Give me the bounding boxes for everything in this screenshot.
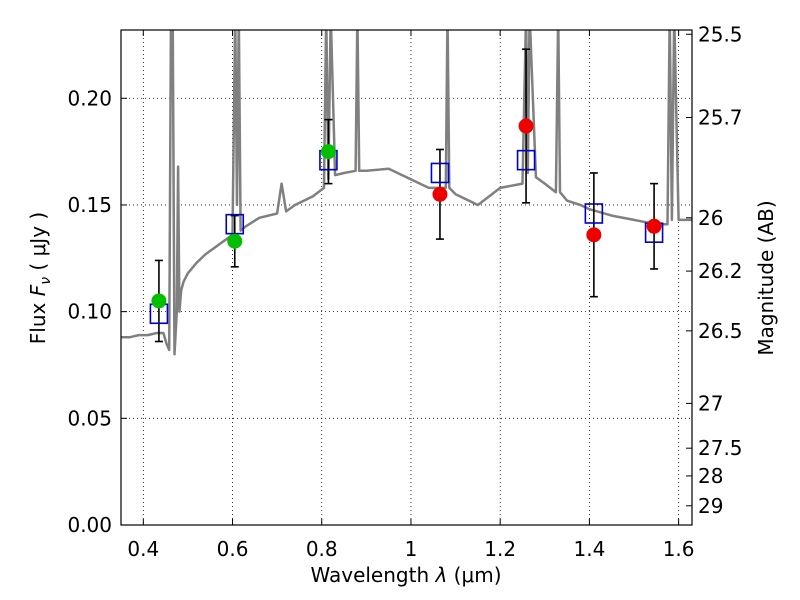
x-tick-label: 1.6 — [663, 537, 695, 561]
y2-tick-label: 28 — [698, 464, 723, 488]
x-tick-label: 0.8 — [306, 537, 338, 561]
y-axis-label: Flux Fν ( μJy ) — [26, 212, 54, 344]
y-tick-label: 0.10 — [67, 300, 112, 324]
y2-tick-label: 29 — [698, 494, 723, 518]
model-band-square — [430, 162, 450, 184]
y2-tick-label: 25.7 — [698, 105, 743, 129]
y-tick-label: 0.15 — [67, 193, 112, 217]
plot-frame — [120, 29, 693, 526]
data-layer — [121, 30, 692, 356]
x-axis-label: Wavelength λ (μm) — [310, 563, 501, 587]
model-band-square — [225, 213, 245, 235]
y2-tick-label: 26.2 — [698, 259, 743, 283]
y-tick-label: 0.05 — [67, 406, 112, 430]
model-band-square — [516, 149, 536, 171]
ticks: 0.4 0.6 0.8 1 1.2 1.4 1.6 0.00 0.05 0.10 0.15 0.20 2… — [67, 22, 742, 561]
y2-tick-label: 26.5 — [698, 319, 743, 343]
y2-tick-label: 27.5 — [698, 436, 743, 460]
markers — [149, 118, 664, 325]
model-band-square — [584, 203, 604, 224]
observed-point — [586, 227, 602, 243]
plot-area — [121, 30, 692, 525]
y-tick-label: 0.00 — [67, 513, 112, 537]
y-tick-label: 0.20 — [67, 86, 112, 110]
observed-point — [151, 293, 167, 309]
observed-point — [320, 144, 336, 160]
observed-point — [646, 218, 662, 234]
y2-tick-label: 27 — [698, 391, 723, 415]
observed-point — [518, 118, 534, 134]
observed-point — [227, 233, 243, 249]
y2-tick-label: 25.5 — [698, 22, 743, 46]
x-tick-label: 1.2 — [484, 537, 516, 561]
x-tick-label: 1.4 — [573, 537, 605, 561]
observed-point — [432, 186, 448, 202]
grid — [121, 30, 692, 526]
x-tick-label: 0.6 — [217, 537, 249, 561]
x-tick-label: 1 — [405, 537, 418, 561]
y2-axis-label: Magnitude (AB) — [754, 200, 778, 355]
spectrum-line — [121, 30, 692, 356]
y2-tick-label: 26 — [698, 206, 723, 230]
x-tick-label: 0.4 — [127, 537, 159, 561]
